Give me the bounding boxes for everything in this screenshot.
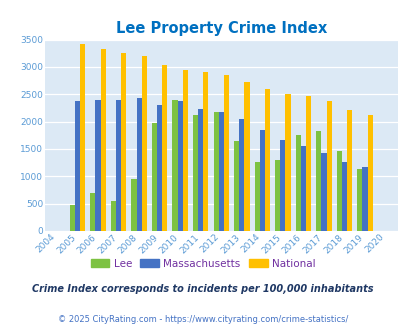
Bar	[192, 115, 198, 231]
Bar	[341, 162, 346, 231]
Bar	[315, 131, 321, 231]
Bar	[70, 205, 75, 231]
Bar	[346, 110, 351, 231]
Bar	[305, 96, 310, 231]
Bar	[234, 141, 239, 231]
Bar	[285, 94, 290, 231]
Bar	[136, 98, 141, 231]
Bar	[157, 105, 162, 231]
Bar	[198, 109, 203, 231]
Bar	[321, 153, 326, 231]
Bar	[300, 146, 305, 231]
Bar	[336, 151, 341, 231]
Bar	[182, 70, 188, 231]
Bar	[131, 179, 136, 231]
Bar	[254, 162, 259, 231]
Bar	[367, 115, 372, 231]
Bar	[295, 135, 300, 231]
Bar	[326, 101, 331, 231]
Bar	[279, 140, 285, 231]
Bar	[151, 123, 157, 231]
Bar	[177, 101, 182, 231]
Bar	[213, 112, 218, 231]
Bar	[141, 56, 147, 231]
Bar	[172, 100, 177, 231]
Bar	[223, 75, 228, 231]
Bar	[362, 167, 367, 231]
Title: Lee Property Crime Index: Lee Property Crime Index	[115, 21, 326, 36]
Bar	[121, 53, 126, 231]
Bar	[356, 169, 362, 231]
Text: Crime Index corresponds to incidents per 100,000 inhabitants: Crime Index corresponds to incidents per…	[32, 284, 373, 294]
Bar	[100, 49, 105, 231]
Bar	[218, 112, 223, 231]
Bar	[75, 101, 80, 231]
Bar	[111, 201, 116, 231]
Bar	[90, 193, 95, 231]
Bar	[259, 130, 264, 231]
Legend: Lee, Massachusetts, National: Lee, Massachusetts, National	[86, 254, 319, 273]
Bar	[116, 100, 121, 231]
Bar	[203, 72, 208, 231]
Bar	[162, 65, 167, 231]
Bar	[239, 119, 244, 231]
Text: © 2025 CityRating.com - https://www.cityrating.com/crime-statistics/: © 2025 CityRating.com - https://www.city…	[58, 315, 347, 324]
Bar	[275, 160, 279, 231]
Bar	[244, 82, 249, 231]
Bar	[80, 44, 85, 231]
Bar	[95, 100, 100, 231]
Bar	[264, 89, 269, 231]
